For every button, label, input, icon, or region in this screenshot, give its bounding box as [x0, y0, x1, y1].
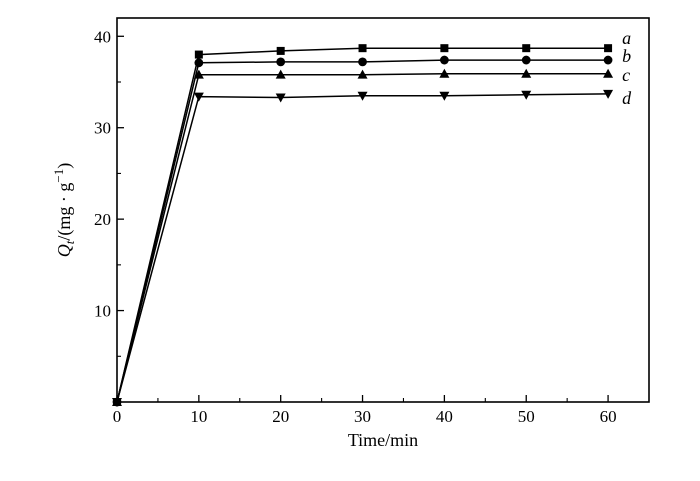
data-point-b-50 [521, 55, 531, 65]
x-tick-label: 30 [354, 407, 371, 426]
data-point-b-40 [439, 55, 449, 65]
data-point-c-20 [275, 69, 286, 79]
plot-frame [116, 17, 650, 403]
data-point-d-60 [603, 89, 614, 99]
x-tick-label: 60 [600, 407, 617, 426]
data-point-b-60 [603, 55, 613, 65]
x-tick-label: 20 [272, 407, 289, 426]
data-point-c-40 [439, 68, 450, 78]
data-point-d-0 [112, 398, 122, 407]
data-point-b-10 [194, 58, 204, 68]
series-markers [112, 44, 614, 407]
data-point-a-30 [358, 44, 367, 53]
series-label-a: a [622, 28, 631, 48]
series-line-b [116, 59, 609, 403]
y-tick-label: 20 [94, 210, 111, 229]
y-axis-ticks: 10 20 30 40 [94, 27, 124, 357]
data-point-a-20 [276, 46, 285, 55]
series-label-b: b [622, 46, 631, 66]
series-line-a [116, 47, 609, 403]
series-line-c [116, 73, 609, 403]
data-point-d-20 [275, 93, 286, 103]
data-point-b-30 [358, 57, 367, 67]
series-label-d: d [622, 88, 632, 108]
data-point-a-50 [522, 44, 531, 53]
data-point-b-20 [276, 57, 286, 67]
y-axis-label-unit-close: ) [54, 163, 75, 169]
x-tick-label: 50 [518, 407, 535, 426]
data-point-a-10 [194, 50, 203, 59]
x-tick-label: 0 [113, 407, 122, 426]
data-point-d-50 [521, 90, 532, 100]
series-line-d [116, 93, 609, 403]
series-lines [116, 47, 609, 403]
data-point-d-30 [357, 91, 368, 101]
y-tick-label: 30 [94, 119, 111, 138]
series-label-c: c [622, 65, 630, 85]
data-point-c-50 [521, 68, 532, 78]
y-axis-label-unit-superscript: −1 [51, 169, 66, 183]
data-point-a-40 [440, 44, 449, 53]
x-axis-label: Time/min [348, 430, 418, 450]
data-point-c-10 [193, 69, 204, 79]
data-point-c-30 [357, 69, 368, 79]
y-axis-label: Qt/(mg · g−1) [51, 163, 77, 257]
data-point-a-60 [604, 44, 613, 53]
y-axis-label-symbol: Q [54, 244, 74, 257]
y-tick-label: 10 [94, 302, 111, 321]
x-axis-ticks: 0 10 20 30 40 50 60 [113, 395, 617, 426]
data-point-d-40 [439, 91, 450, 101]
y-tick-label: 40 [94, 27, 111, 46]
x-tick-label: 10 [190, 407, 207, 426]
data-point-d-10 [193, 92, 204, 102]
data-point-c-60 [603, 68, 614, 78]
y-axis-label-unit: /(mg · g [54, 183, 75, 241]
y-axis-label-subscript: t [62, 240, 77, 244]
x-tick-label: 40 [436, 407, 453, 426]
